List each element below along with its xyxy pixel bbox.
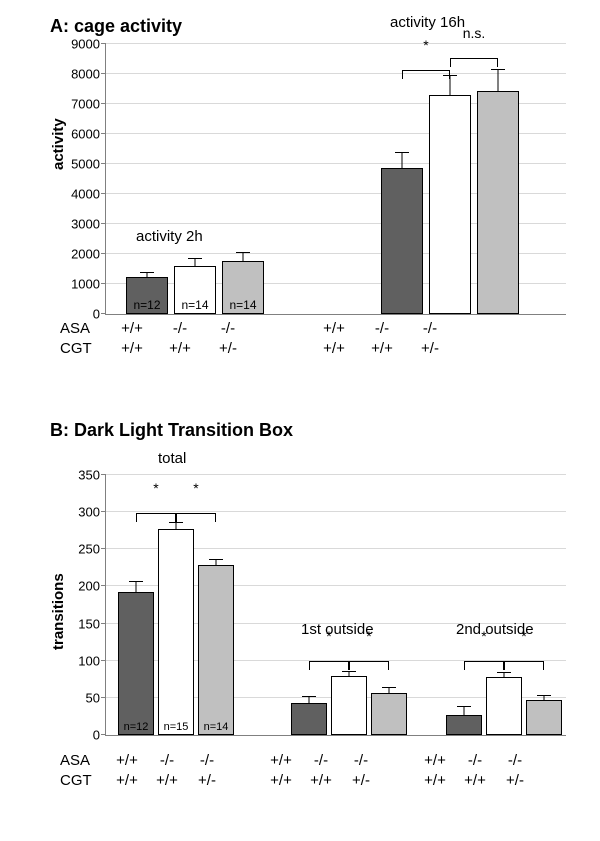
ytick: 2000: [50, 247, 106, 262]
sig-label: *: [423, 37, 428, 53]
ytick: 5000: [50, 157, 106, 172]
genotype-cell: +/+: [263, 752, 299, 769]
panel-a-chart: 0100020003000400050006000700080009000n=1…: [105, 44, 566, 315]
ytick: 350: [60, 468, 106, 483]
genotype-cell: +/-: [343, 772, 379, 789]
genotype-cell: -/-: [497, 752, 533, 769]
ytick: 200: [60, 579, 106, 594]
panel-a: A: cage activity activity 16h activity 0…: [20, 20, 580, 380]
genotype-cell: +/+: [361, 340, 403, 357]
ytick: 50: [60, 690, 106, 705]
genotype-cell: -/-: [159, 320, 201, 337]
n-label: n=14: [222, 298, 264, 312]
genotype-cell: +/+: [457, 772, 493, 789]
genotype-cell: +/+: [417, 752, 453, 769]
panel-b: B: Dark Light Transition Box transitions…: [20, 420, 580, 820]
row-label: ASA: [60, 320, 105, 337]
bar: [198, 565, 234, 735]
sig-label: n.s.: [463, 25, 486, 41]
genotype-cell: -/-: [457, 752, 493, 769]
row-label: ASA: [60, 752, 105, 769]
n-label: n=12: [126, 298, 168, 312]
n-label: n=12: [118, 721, 154, 733]
bar: [158, 529, 194, 736]
genotype-cell: +/+: [111, 320, 153, 337]
panel-a-title: A: cage activity: [50, 16, 182, 37]
row-label: CGT: [60, 340, 105, 357]
genotype-cell: +/+: [149, 772, 185, 789]
genotype-cell: +/+: [313, 340, 355, 357]
bar: [486, 677, 522, 735]
genotype-cell: +/+: [111, 340, 153, 357]
sig-label: *: [521, 628, 526, 644]
genotype-cell: +/+: [263, 772, 299, 789]
panel-a-group2-title: activity 16h: [390, 14, 465, 31]
n-label: n=14: [174, 298, 216, 312]
panel-a-genotype-rows: ASA +/+ -/- -/- +/+ -/- -/- CGT +/+ +/+ +/- +/+ +/+ +…: [60, 318, 565, 358]
panel-b-genotype-rows: ASA+/+-/--/-+/+-/--/-+/+-/--/-CGT+/++/++…: [60, 750, 570, 790]
ytick: 100: [60, 653, 106, 668]
bar: [118, 592, 154, 735]
genotype-cell: +/+: [313, 320, 355, 337]
group-title: total: [158, 450, 186, 467]
bar: [429, 95, 471, 314]
ytick: 150: [60, 616, 106, 631]
ytick: 4000: [50, 187, 106, 202]
genotype-cell: +/+: [109, 772, 145, 789]
bar: [526, 700, 562, 735]
ytick: 3000: [50, 217, 106, 232]
genotype-cell: +/-: [409, 340, 451, 357]
genotype-cell: -/-: [303, 752, 339, 769]
genotype-cell: +/+: [303, 772, 339, 789]
bar: [477, 91, 519, 314]
sig-label: *: [481, 628, 486, 644]
ytick: 7000: [50, 97, 106, 112]
ytick: 8000: [50, 67, 106, 82]
ytick: 300: [60, 505, 106, 520]
group-title: 1st outside: [301, 621, 374, 638]
genotype-cell: -/-: [343, 752, 379, 769]
sig-label: *: [153, 480, 158, 496]
bar: [381, 168, 423, 314]
n-label: n=14: [198, 721, 234, 733]
n-label: n=15: [158, 721, 194, 733]
ytick: 250: [60, 542, 106, 557]
ytick: 1000: [50, 277, 106, 292]
genotype-cell: -/-: [409, 320, 451, 337]
group-label: activity 2h: [136, 228, 203, 245]
panel-b-title: B: Dark Light Transition Box: [50, 420, 293, 441]
genotype-cell: +/+: [159, 340, 201, 357]
genotype-cell: +/-: [497, 772, 533, 789]
bar: [446, 715, 482, 735]
ytick: 6000: [50, 127, 106, 142]
genotype-cell: -/-: [189, 752, 225, 769]
ytick: 0: [60, 728, 106, 743]
genotype-cell: +/-: [207, 340, 249, 357]
figure: A: cage activity activity 16h activity 0…: [0, 0, 600, 841]
row-label: CGT: [60, 772, 105, 789]
sig-label: *: [193, 480, 198, 496]
bar: [331, 676, 367, 735]
sig-label: *: [366, 628, 371, 644]
genotype-cell: +/+: [417, 772, 453, 789]
panel-b-chart: 050100150200250300350n=12n=15n=14total1s…: [105, 475, 566, 736]
sig-label: *: [326, 628, 331, 644]
genotype-cell: +/-: [189, 772, 225, 789]
ytick: 9000: [50, 37, 106, 52]
bar: [371, 693, 407, 735]
genotype-cell: -/-: [361, 320, 403, 337]
genotype-cell: -/-: [149, 752, 185, 769]
bar: [291, 703, 327, 735]
genotype-cell: -/-: [207, 320, 249, 337]
genotype-cell: +/+: [109, 752, 145, 769]
